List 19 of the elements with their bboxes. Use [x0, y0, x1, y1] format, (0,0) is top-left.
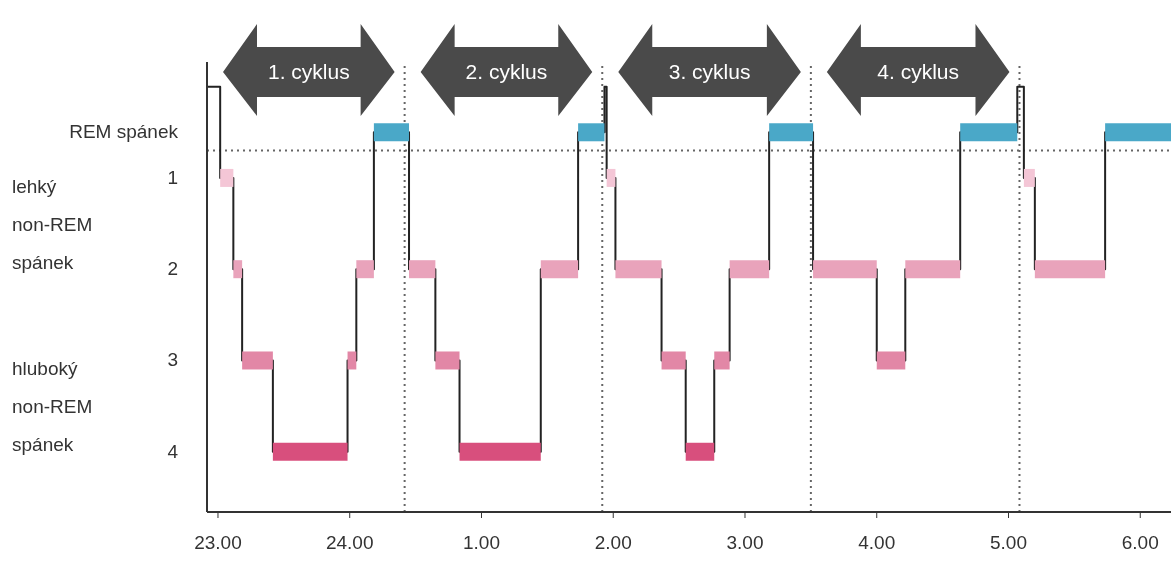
x-tick-label: 2.00 [594, 532, 632, 554]
x-tick-label: 24.00 [325, 532, 374, 554]
y-tick-label: 3 [167, 349, 178, 371]
text: lehký non-REM spánek [12, 175, 93, 273]
x-tick-label: 3.00 [726, 532, 764, 554]
x-tick-label: 6.00 [1121, 532, 1159, 554]
y-tick-label: 1 [167, 166, 178, 188]
annotation: 2. cyklus [465, 60, 548, 83]
y-tick-label: REM spánek [69, 121, 179, 143]
x-tick-label: 5.00 [990, 532, 1027, 554]
x-tick-label: 23.00 [194, 532, 242, 554]
x-tick-label: 1.00 [463, 532, 500, 554]
y-tick-label: 4 [167, 440, 179, 462]
y-tick-label: 2 [167, 258, 178, 280]
text: hluboký non-REM spánek [12, 358, 93, 456]
annotation: 4. cyklus [877, 60, 960, 83]
annotation: 1. cyklus [267, 60, 350, 83]
annotation: 3. cyklus [668, 60, 751, 83]
x-tick-label: 4.00 [858, 532, 896, 554]
